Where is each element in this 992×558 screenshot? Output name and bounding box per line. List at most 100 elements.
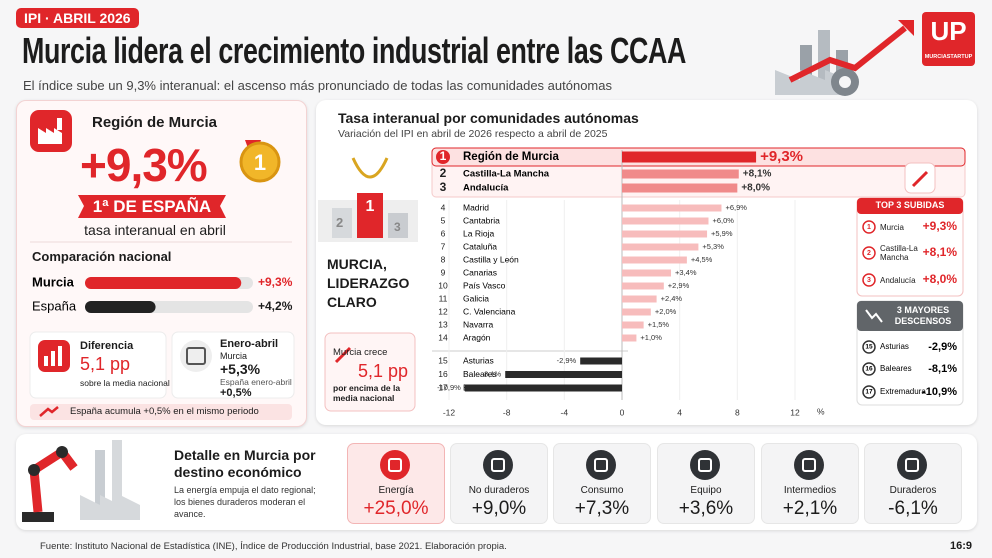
sector-icon <box>380 450 410 480</box>
bottom3-name: Baleares <box>880 364 912 373</box>
category-label: Castilla-La Mancha <box>463 169 550 180</box>
x-tick-label: -8 <box>503 407 511 417</box>
sector-icon-glyph <box>594 458 608 472</box>
bar-value-label: +9,3% <box>760 148 803 165</box>
x-axis-label: % <box>817 406 825 416</box>
bar-value-label: +2,9% <box>668 281 690 290</box>
rank-label: 4 <box>441 202 446 212</box>
category-label: Andalucía <box>463 183 509 194</box>
stat-caption: España enero-abril <box>220 377 292 387</box>
stat-caption: sobre la media nacional <box>80 378 170 388</box>
category-label: Aragón <box>463 332 491 342</box>
sector-name: Energía <box>378 485 414 496</box>
bar <box>622 169 739 179</box>
rank-label: 17 <box>865 389 873 396</box>
sector-value: +3,6% <box>678 498 734 519</box>
rank-badge <box>862 273 876 287</box>
rank-label: 10 <box>438 280 448 290</box>
rank-badge <box>862 385 876 399</box>
bar <box>622 217 709 225</box>
bar <box>505 371 622 378</box>
rank-label: 13 <box>438 319 448 329</box>
sector-name: Equipo <box>690 485 722 496</box>
top3-name: Castilla-La Mancha <box>880 244 918 262</box>
bottom3-value: -8,1% <box>928 363 957 375</box>
subtitle: El índice sube un 9,3% interanual: el as… <box>23 78 612 93</box>
top3-name: Murcia <box>880 222 905 232</box>
rank-label: 2 <box>440 166 447 180</box>
comparison-value: +4,2% <box>258 299 293 313</box>
bar-value-label: +5,9% <box>711 229 733 238</box>
stat-caption-value: +0,5% <box>220 387 252 399</box>
comparison-label: Murcia <box>32 274 75 289</box>
rank-label: 6 <box>441 228 446 238</box>
stat-value: 5,1 pp <box>80 354 131 374</box>
bar <box>464 384 622 392</box>
bar-value-label: +8,1% <box>743 169 772 180</box>
medal-number: 1 <box>253 150 267 175</box>
robot-illustration <box>22 440 140 522</box>
title: Murcia lidera el crecimiento industrial … <box>22 30 687 71</box>
podium-label: MURCIA, LIDERAZGO CLARO <box>327 256 410 310</box>
top3-value: +8,0% <box>923 272 958 286</box>
bar <box>622 321 644 329</box>
bar <box>622 243 699 251</box>
sector-value: -6,1% <box>888 498 938 519</box>
bottom3-name: Extremadura <box>880 387 926 396</box>
detail-title: Detalle en Murcia por destino económico <box>174 447 316 480</box>
bar <box>580 357 622 365</box>
sector-name: Consumo <box>580 485 624 496</box>
sector-value: +7,3% <box>574 498 630 519</box>
rank-label: 9 <box>441 267 446 277</box>
bar <box>622 308 651 316</box>
podium-rank: 3 <box>394 220 401 234</box>
callout-value: 5,1 pp <box>358 361 409 381</box>
bar <box>622 256 687 264</box>
rank-label: 15 <box>865 344 873 351</box>
bar-value-label: +6,0% <box>713 216 735 225</box>
bar <box>622 151 757 163</box>
category-label: Madrid <box>463 202 489 212</box>
x-tick-label: -12 <box>443 407 456 417</box>
comparison-value: +9,3% <box>258 275 293 289</box>
sector-icon-glyph <box>905 458 919 472</box>
bar-value-label: -2,9% <box>557 356 577 365</box>
stat-title: Enero-abril <box>220 338 279 350</box>
podium <box>318 157 418 242</box>
region-caption: tasa interanual en abril <box>84 222 226 238</box>
bar <box>622 204 722 212</box>
sector-icon <box>897 450 927 480</box>
comparison-title: Comparación nacional <box>32 249 172 264</box>
sector-icon <box>586 450 616 480</box>
category-label: Castilla y León <box>463 254 519 264</box>
rank-badge <box>862 220 876 234</box>
bar-value-label: +1,5% <box>648 320 670 329</box>
bar-value-label: +6,9% <box>725 203 747 212</box>
bar-value-label: +2,0% <box>655 307 677 316</box>
bottom3-name: Asturias <box>880 342 909 351</box>
rank-label: 1 <box>867 224 871 231</box>
logo-mark: UP <box>930 16 967 46</box>
sector-name: Intermedios <box>783 485 837 496</box>
rank-badge <box>862 340 876 354</box>
category-label: Región de Murcia <box>463 151 559 163</box>
sector-icon <box>794 450 824 480</box>
rank-badge <box>436 150 450 164</box>
sector-icon-glyph <box>388 458 402 472</box>
top3-value: +9,3% <box>923 219 958 233</box>
category-label: Navarra <box>463 319 494 329</box>
bar <box>622 183 738 193</box>
chart-title: Tasa interanual por comunidades autónoma… <box>338 110 639 126</box>
category-label: Galicia <box>463 293 489 303</box>
podium-rank: 1 <box>365 198 375 215</box>
rank-banner <box>78 195 226 218</box>
x-tick-label: 12 <box>790 407 800 417</box>
rank-label: 8 <box>441 254 446 264</box>
bar-value-label: -8,1% <box>482 369 502 378</box>
sector-icon <box>483 450 513 480</box>
sector-name: Duraderos <box>889 485 937 496</box>
rank-label: 7 <box>441 241 446 251</box>
